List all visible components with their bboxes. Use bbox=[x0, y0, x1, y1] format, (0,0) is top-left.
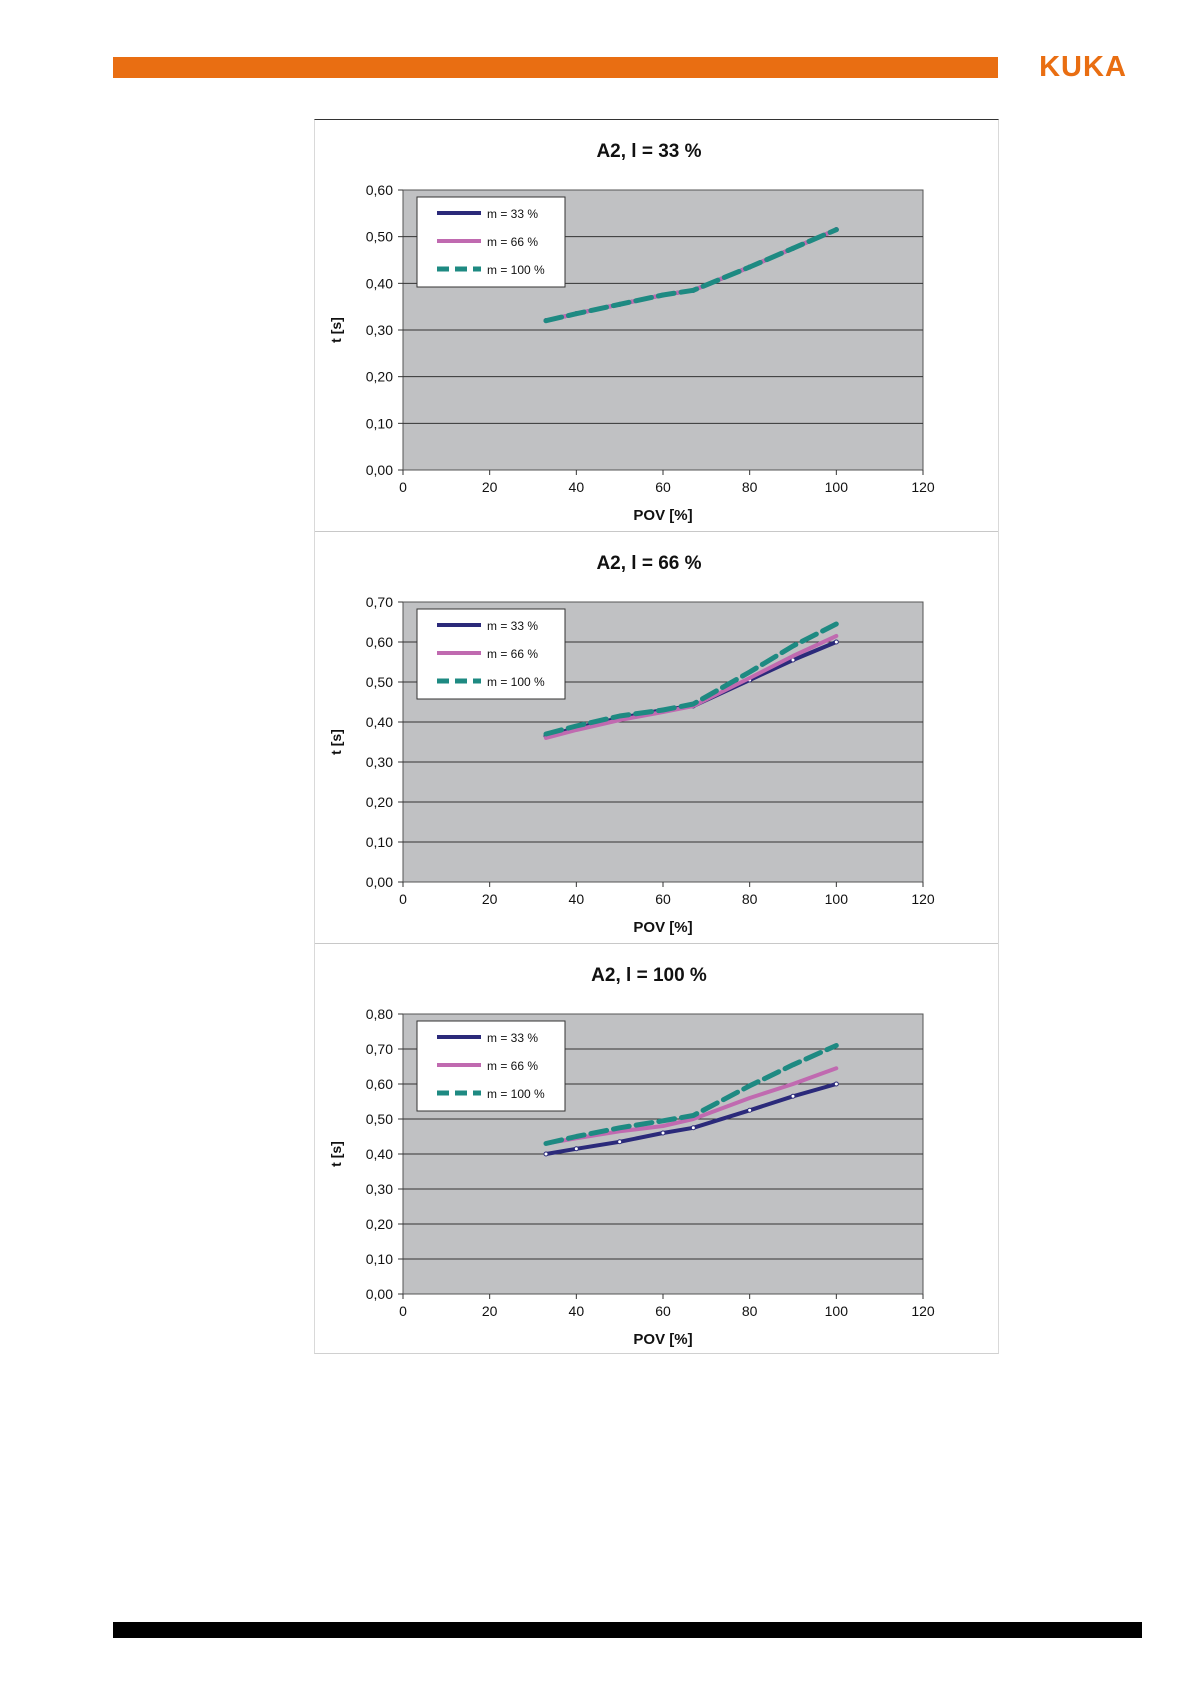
panel-divider bbox=[315, 943, 998, 944]
y-tick-label: 0,70 bbox=[366, 594, 393, 610]
data-point-m33 bbox=[790, 1093, 796, 1099]
legend-label-m100: m = 100 % bbox=[487, 675, 545, 689]
y-tick-label: 0,30 bbox=[366, 322, 393, 338]
chart-title: A2, l = 33 % bbox=[596, 141, 701, 162]
y-tick-label: 0,20 bbox=[366, 794, 393, 810]
x-tick-label: 100 bbox=[825, 891, 849, 907]
series-line-m100 bbox=[543, 621, 839, 737]
legend-label-m66: m = 66 % bbox=[487, 1059, 538, 1073]
data-point-m33 bbox=[617, 1139, 623, 1145]
series-line-m66 bbox=[544, 634, 839, 740]
y-tick-label: 0,30 bbox=[366, 754, 393, 770]
x-tick-label: 60 bbox=[655, 479, 671, 495]
x-tick-label: 80 bbox=[742, 479, 758, 495]
x-tick-label: 40 bbox=[569, 479, 585, 495]
y-tick-label: 0,40 bbox=[366, 714, 393, 730]
y-tick-label: 0,00 bbox=[366, 874, 393, 890]
x-tick-label: 0 bbox=[399, 479, 407, 495]
header-accent-bar bbox=[113, 57, 998, 78]
data-point-m33 bbox=[833, 1081, 839, 1087]
y-axis-label: t [s] bbox=[328, 317, 344, 343]
x-tick-label: 60 bbox=[655, 1303, 671, 1319]
y-tick-label: 0,50 bbox=[366, 229, 393, 245]
x-axis-label: POV [%] bbox=[633, 919, 692, 936]
y-tick-label: 0,10 bbox=[366, 834, 393, 850]
data-point-m33 bbox=[747, 1107, 753, 1113]
legend-label-m100: m = 100 % bbox=[487, 263, 545, 277]
legend-label-m100: m = 100 % bbox=[487, 1087, 545, 1101]
data-point-m33 bbox=[660, 1130, 666, 1136]
x-tick-label: 100 bbox=[825, 479, 849, 495]
chart-svg: A2, l = 100 % 0,00 0,10 0,20 0,30 0,40 0,50 0,6… bbox=[328, 965, 935, 1348]
x-tick-label: 80 bbox=[742, 1303, 758, 1319]
legend-label-m33: m = 33 % bbox=[487, 619, 538, 633]
y-tick-label: 0,80 bbox=[366, 1006, 393, 1022]
x-tick-label: 0 bbox=[399, 1303, 407, 1319]
y-tick-label: 0,30 bbox=[366, 1181, 393, 1197]
chart-figure: A2, l = 33 % 0,00 0,10 0,20 0,30 0,40 0,50 0,60… bbox=[314, 119, 999, 1354]
x-axis-label: POV [%] bbox=[633, 1331, 692, 1348]
series-line-m33 bbox=[544, 1082, 839, 1156]
y-tick-label: 0,60 bbox=[366, 1076, 393, 1092]
x-tick-label: 20 bbox=[482, 891, 498, 907]
x-tick-label: 20 bbox=[482, 479, 498, 495]
y-tick-label: 0,70 bbox=[366, 1041, 393, 1057]
x-tick-label: 40 bbox=[569, 891, 585, 907]
y-axis-label: t [s] bbox=[328, 1141, 344, 1167]
data-point-m33 bbox=[833, 639, 839, 645]
series-line-m100 bbox=[543, 1043, 839, 1146]
y-tick-label: 0,00 bbox=[366, 1286, 393, 1302]
y-tick-label: 0,10 bbox=[366, 415, 393, 431]
y-tick-label: 0,60 bbox=[366, 634, 393, 650]
data-point-m33 bbox=[690, 1125, 696, 1131]
legend-label-m33: m = 33 % bbox=[487, 207, 538, 221]
y-tick-label: 0,00 bbox=[366, 462, 393, 478]
chart-svg: A2, l = 66 % 0,00 0,10 0,20 0,30 0,40 0,50 0,60… bbox=[328, 553, 935, 936]
y-tick-label: 0,60 bbox=[366, 182, 393, 198]
data-point-m33 bbox=[543, 1151, 549, 1157]
x-tick-label: 80 bbox=[742, 891, 758, 907]
legend-label-m66: m = 66 % bbox=[487, 647, 538, 661]
chart-title: A2, l = 66 % bbox=[596, 553, 701, 574]
chart-title: A2, l = 100 % bbox=[591, 965, 707, 986]
chart-panel-l33: A2, l = 33 % 0,00 0,10 0,20 0,30 0,40 0,50 0,60… bbox=[315, 120, 998, 530]
series-line-m100 bbox=[543, 227, 839, 324]
chart-panel-l100: A2, l = 100 % 0,00 0,10 0,20 0,30 0,40 0,50 0,6… bbox=[315, 944, 998, 1354]
x-tick-label: 120 bbox=[911, 1303, 935, 1319]
legend-label-m66: m = 66 % bbox=[487, 235, 538, 249]
svg-text:KUKA: KUKA bbox=[1039, 52, 1127, 80]
kuka-logo: KUKA bbox=[1024, 51, 1142, 83]
x-tick-label: 120 bbox=[911, 479, 935, 495]
x-axis-label: POV [%] bbox=[633, 507, 692, 524]
y-tick-label: 0,50 bbox=[366, 1111, 393, 1127]
x-tick-label: 20 bbox=[482, 1303, 498, 1319]
x-tick-label: 0 bbox=[399, 891, 407, 907]
x-tick-label: 40 bbox=[569, 1303, 585, 1319]
x-tick-label: 100 bbox=[825, 1303, 849, 1319]
y-tick-label: 0,40 bbox=[366, 275, 393, 291]
chart-panel-l66: A2, l = 66 % 0,00 0,10 0,20 0,30 0,40 0,50 0,60… bbox=[315, 532, 998, 942]
legend-label-m33: m = 33 % bbox=[487, 1031, 538, 1045]
x-tick-label: 60 bbox=[655, 891, 671, 907]
data-point-m33 bbox=[573, 1146, 579, 1152]
footer-bar bbox=[113, 1622, 1142, 1638]
y-axis-label: t [s] bbox=[328, 729, 344, 755]
y-tick-label: 0,40 bbox=[366, 1146, 393, 1162]
y-tick-label: 0,20 bbox=[366, 369, 393, 385]
y-tick-label: 0,50 bbox=[366, 674, 393, 690]
chart-svg: A2, l = 33 % 0,00 0,10 0,20 0,30 0,40 0,50 0,60… bbox=[328, 141, 935, 524]
y-tick-label: 0,10 bbox=[366, 1251, 393, 1267]
y-tick-label: 0,20 bbox=[366, 1216, 393, 1232]
panel-divider bbox=[315, 531, 998, 532]
x-tick-label: 120 bbox=[911, 891, 935, 907]
